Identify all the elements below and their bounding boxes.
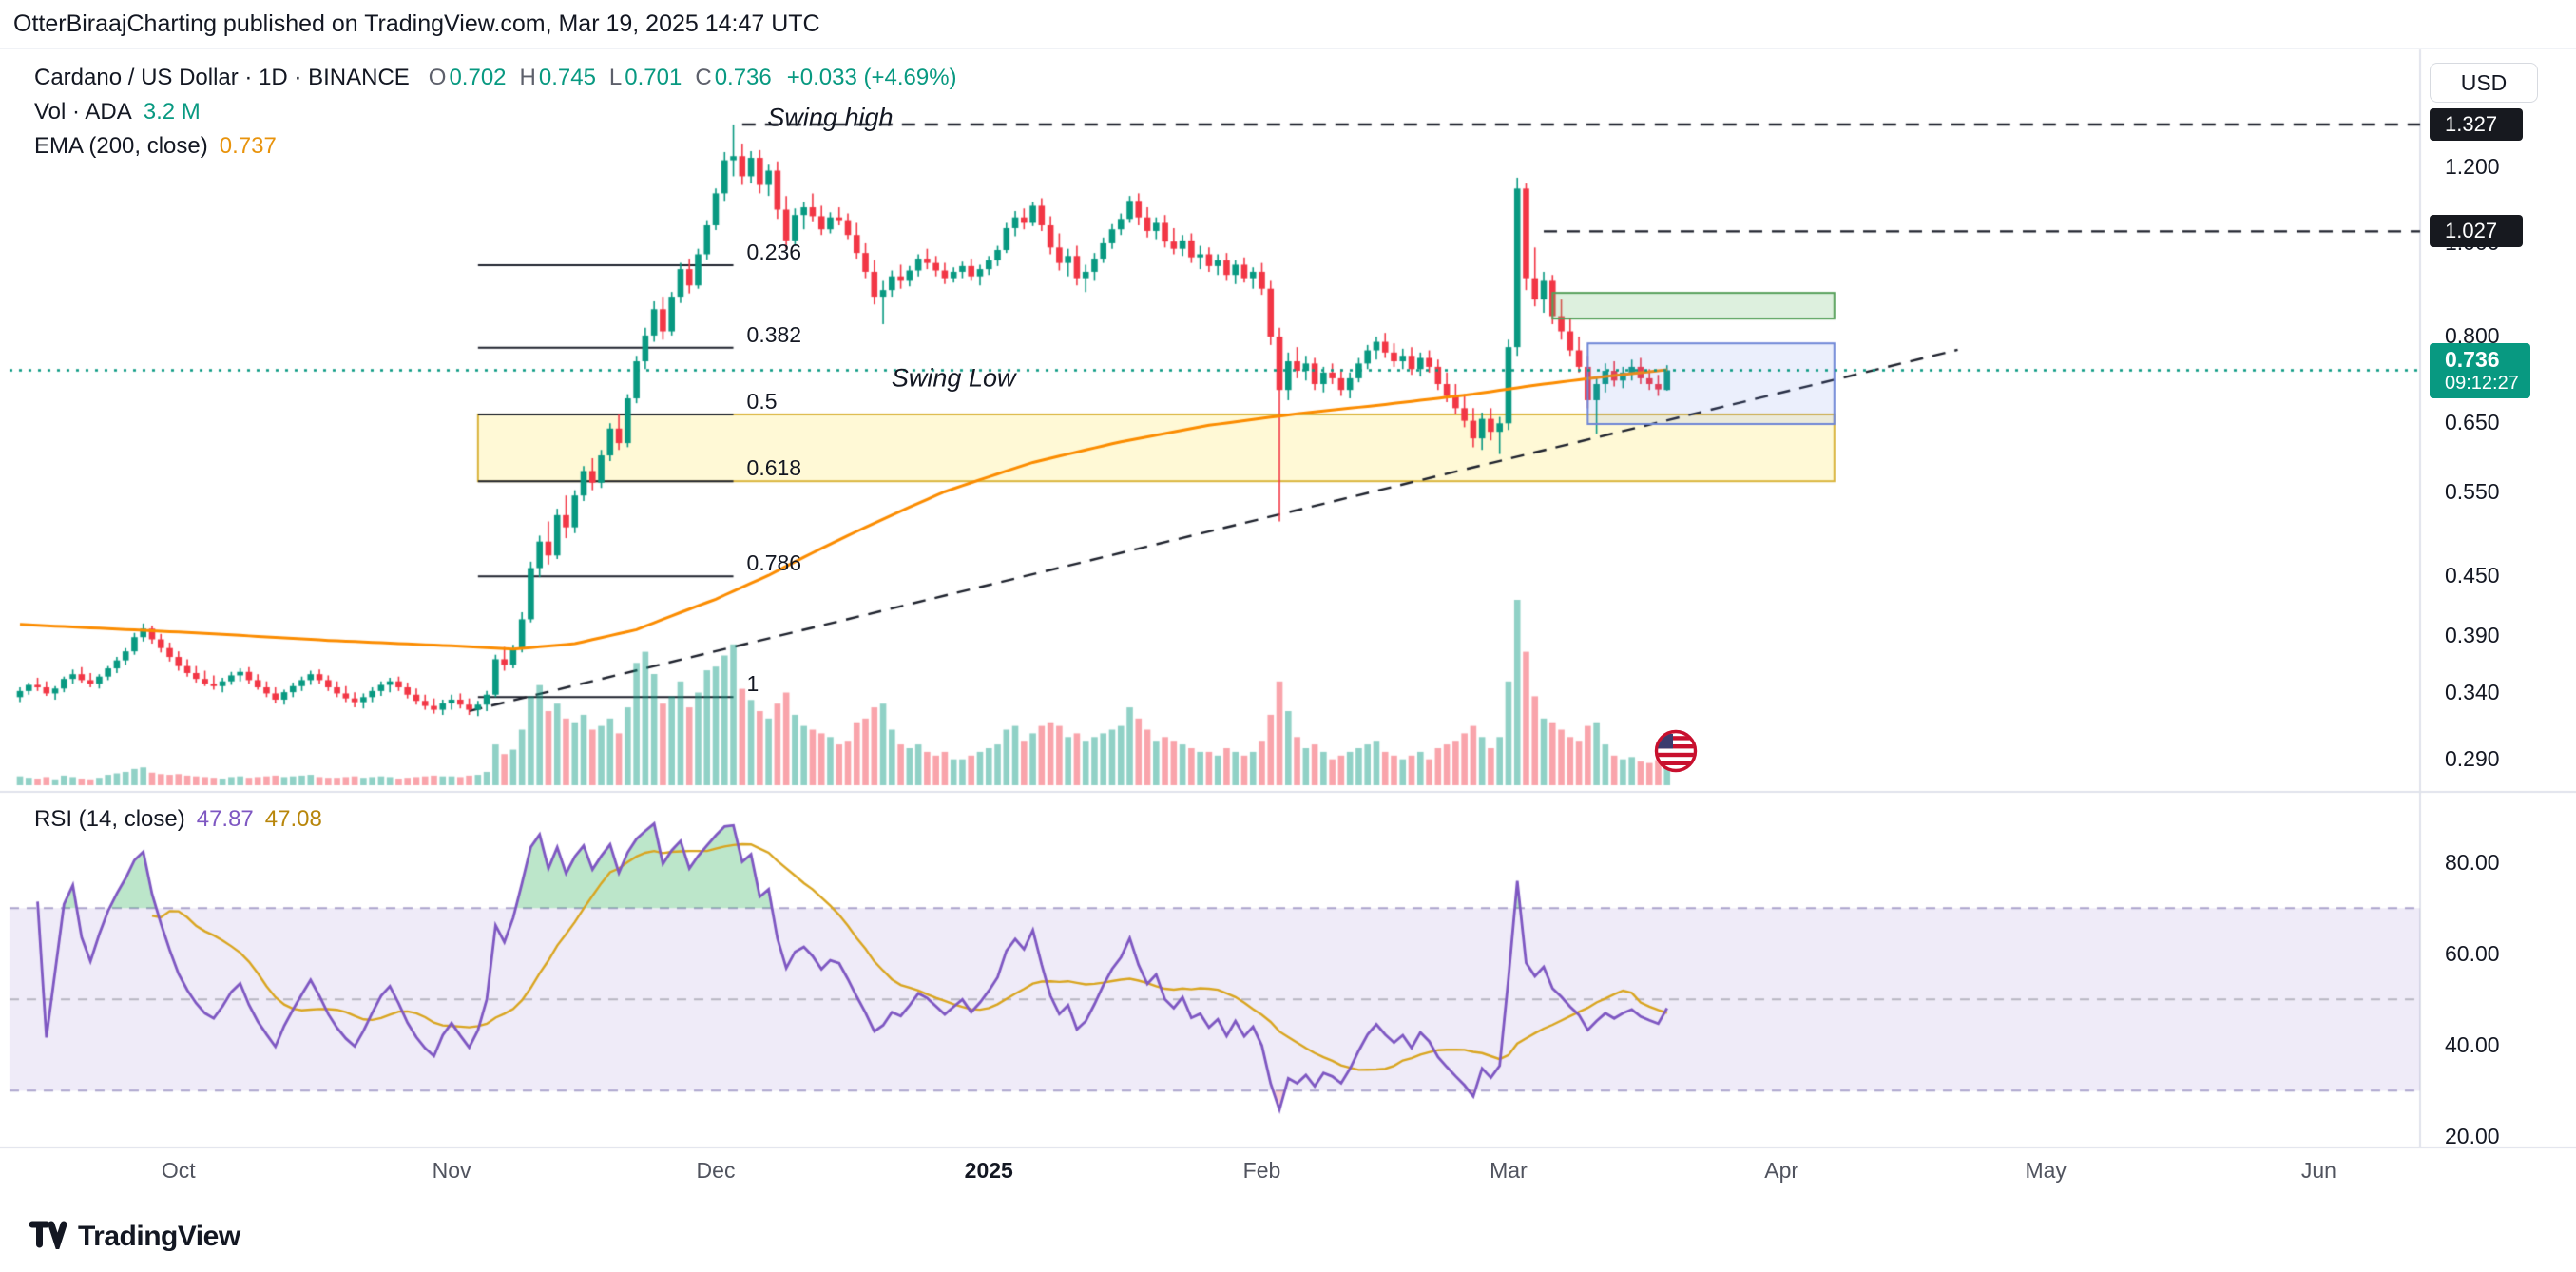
ohlc-value: 0.736 bbox=[714, 65, 772, 90]
ema-row: EMA (200, close) 0.737 bbox=[34, 129, 957, 164]
volume-row: Vol · ADA 3.2 M bbox=[34, 95, 957, 129]
ohlc-value: 0.745 bbox=[538, 65, 596, 90]
rsi-label[interactable]: RSI (14, close) bbox=[34, 806, 185, 832]
tradingview-brand[interactable]: TradingView bbox=[78, 1220, 240, 1252]
footer: TradingView bbox=[29, 1219, 240, 1255]
fib-level-label[interactable]: 0.236 bbox=[746, 239, 802, 264]
fib-level-label[interactable]: 0.382 bbox=[746, 321, 802, 347]
swing-high-label[interactable]: Swing high bbox=[767, 103, 894, 132]
fib-level-label[interactable]: 0.786 bbox=[746, 550, 802, 576]
ema-label[interactable]: EMA (200, close) bbox=[34, 133, 208, 159]
ohlc-letter: O bbox=[428, 65, 447, 90]
symbol-row: Cardano / US Dollar · 1D · BINANCE O 0.70… bbox=[34, 61, 957, 95]
flag-marker-icon[interactable] bbox=[1654, 729, 1698, 773]
attribution-bar: OtterBiraajCharting published on Trading… bbox=[0, 0, 2576, 49]
fib-level-label[interactable]: 0.5 bbox=[746, 388, 778, 414]
ohlc-values: O 0.702 H 0.745 L 0.701 C 0.736 bbox=[415, 65, 772, 91]
fib-level-label[interactable]: 0.618 bbox=[746, 455, 802, 481]
change-value: +0.033 (+4.69%) bbox=[786, 65, 957, 90]
price-axis[interactable] bbox=[2420, 49, 2576, 1147]
currency-toggle-button[interactable]: USD bbox=[2430, 63, 2538, 103]
symbol-legend: Cardano / US Dollar · 1D · BINANCE O 0.70… bbox=[34, 61, 957, 164]
fib-level-label[interactable]: 1 bbox=[746, 671, 759, 697]
tradingview-logo-icon[interactable] bbox=[29, 1219, 67, 1255]
ohlc-letter: C bbox=[695, 65, 712, 90]
volume-label[interactable]: Vol · ADA bbox=[34, 99, 132, 125]
rsi-ma-value: 47.08 bbox=[264, 806, 322, 832]
volume-value: 3.2 M bbox=[143, 99, 201, 125]
ohlc-value: 0.701 bbox=[625, 65, 682, 90]
time-axis[interactable] bbox=[0, 1147, 2420, 1203]
attribution-text: OtterBiraajCharting published on Trading… bbox=[13, 10, 820, 37]
rsi-value: 47.87 bbox=[196, 806, 254, 832]
ohlc-letter: H bbox=[519, 65, 536, 90]
symbol-title[interactable]: Cardano / US Dollar · 1D · BINANCE bbox=[34, 65, 410, 90]
rsi-row: RSI (14, close) 47.87 47.08 bbox=[34, 802, 322, 837]
swing-low-label[interactable]: Swing Low bbox=[891, 363, 1016, 393]
rsi-legend: RSI (14, close) 47.87 47.08 bbox=[34, 802, 322, 837]
ohlc-letter: L bbox=[608, 65, 623, 90]
ohlc-value: 0.702 bbox=[449, 65, 507, 90]
ema-value: 0.737 bbox=[219, 133, 277, 159]
